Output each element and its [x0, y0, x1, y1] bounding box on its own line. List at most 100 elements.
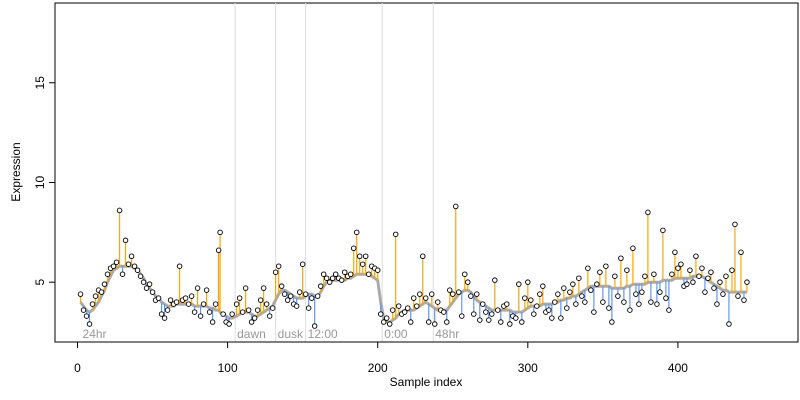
data-point [462, 271, 468, 277]
phase-label: dawn [237, 327, 266, 341]
data-point [465, 279, 471, 285]
data-point [302, 291, 309, 297]
data-point [332, 271, 339, 277]
data-point [489, 311, 495, 317]
data-point [474, 291, 480, 297]
data-point [83, 313, 90, 319]
data-point [362, 253, 369, 260]
data-point [407, 319, 414, 325]
data-point [191, 309, 198, 315]
data-point [663, 295, 669, 301]
data-point [329, 275, 336, 281]
data-point [269, 305, 276, 311]
data-point [380, 319, 387, 325]
data-point [486, 317, 492, 323]
data-point [498, 319, 504, 325]
x-tick-label: 0 [74, 361, 81, 375]
data-point [720, 291, 726, 297]
data-point [185, 301, 192, 307]
data-point [630, 245, 636, 252]
data-point [233, 301, 240, 307]
data-point [182, 295, 189, 301]
x-axis-title: Sample index [390, 375, 463, 389]
data-point [738, 249, 744, 256]
data-point [651, 271, 657, 277]
data-point [263, 301, 270, 307]
x-tick-label: 200 [368, 361, 388, 375]
data-point [456, 289, 462, 295]
y-tick-label: 5 [33, 279, 47, 286]
data-point [591, 309, 597, 315]
data-point [410, 295, 417, 301]
phase-labels: 24hr dawn dusk 12:00 0:00 48hr [83, 327, 460, 341]
data-point [374, 267, 381, 273]
data-point [125, 261, 132, 267]
data-point [480, 301, 486, 307]
data-point [116, 207, 123, 214]
data-point [137, 273, 144, 279]
data-point [353, 229, 360, 236]
data-point [305, 305, 312, 311]
y-axis-title: Expression [9, 142, 23, 201]
data-point [516, 281, 522, 287]
data-point [447, 287, 453, 293]
x-tick-label: 100 [218, 361, 238, 375]
data-point [104, 271, 111, 277]
data-point [675, 265, 681, 271]
data-point [356, 253, 363, 260]
data-point [606, 305, 612, 311]
data-point [495, 307, 501, 313]
data-point [600, 299, 606, 305]
phase-label: 48hr [435, 327, 459, 341]
data-point [450, 291, 456, 297]
data-point [209, 319, 216, 325]
data-point [266, 313, 273, 319]
data-point [525, 279, 531, 285]
data-point [642, 273, 648, 279]
data-point [229, 311, 235, 317]
data-point [555, 291, 561, 297]
data-point [323, 275, 330, 281]
data-point [86, 321, 93, 327]
data-point [275, 263, 282, 269]
data-point [365, 271, 372, 277]
data-point [549, 315, 555, 321]
data-point [77, 291, 84, 297]
data-point [492, 277, 498, 283]
data-point [660, 227, 666, 234]
data-point [705, 275, 711, 281]
data-point [468, 293, 474, 299]
phase-label: 12:00 [308, 327, 338, 341]
y-tick-label: 10 [33, 175, 47, 189]
data-point [326, 279, 333, 285]
data-point [347, 271, 354, 277]
data-point [624, 267, 630, 273]
data-points [77, 203, 750, 329]
data-point [217, 229, 223, 236]
data-point [176, 263, 183, 269]
data-point [582, 299, 588, 305]
data-point [717, 279, 723, 285]
data-point [609, 319, 615, 325]
data-point [308, 295, 315, 301]
data-point [657, 289, 663, 295]
data-point [161, 315, 168, 321]
data-point [257, 297, 264, 303]
data-point [576, 275, 582, 281]
data-point [429, 291, 435, 297]
data-point [281, 291, 288, 297]
data-point [627, 307, 633, 313]
data-point [215, 247, 222, 254]
data-point [693, 253, 699, 260]
data-point [672, 249, 678, 256]
data-point [311, 323, 318, 329]
data-point [98, 289, 105, 295]
data-point [558, 315, 564, 321]
data-point [618, 255, 624, 261]
data-point [134, 267, 141, 273]
data-point [203, 287, 210, 293]
data-point [435, 299, 441, 305]
data-point [386, 321, 393, 327]
data-point [413, 303, 420, 309]
